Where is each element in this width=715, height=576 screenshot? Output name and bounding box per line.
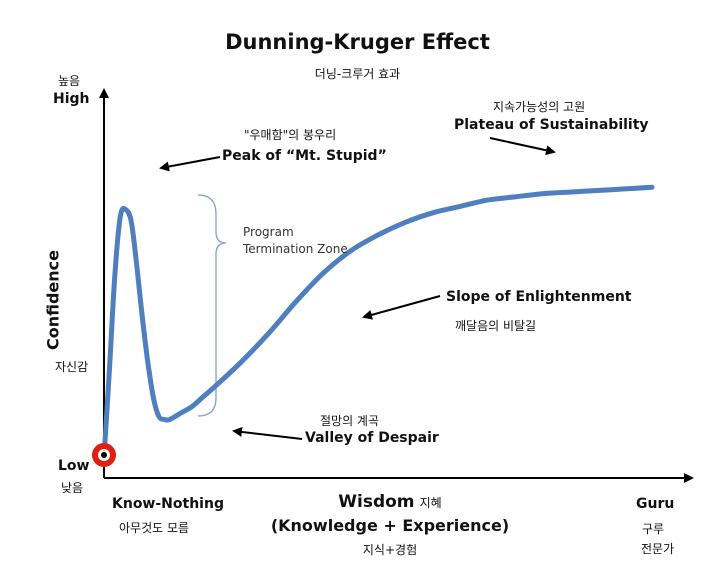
slope-label: Slope of Enlightenment — [446, 289, 632, 305]
y-axis-title-ko: 자신감 — [55, 360, 89, 374]
termination-zone-label-2: Termination Zone — [243, 242, 348, 256]
x-start-ko-label: 아무것도 모름 — [119, 521, 190, 535]
x-start-label: Know-Nothing — [112, 496, 224, 512]
peak-arrow — [159, 156, 221, 172]
x-axis-title-row: Wisdom 지혜 — [250, 492, 530, 512]
valley-ko-label: 절망의 계곡 — [320, 414, 380, 428]
valley-label: Valley of Despair — [305, 430, 439, 446]
x-end-ko-label-2: 전문가 — [641, 542, 675, 556]
chart-title: Dunning-Kruger Effect — [225, 30, 490, 54]
x-axis-title-line2-ko: 지식+경험 — [362, 543, 418, 557]
y-axis-title: Confidence — [43, 249, 63, 351]
slope-arrow — [362, 295, 441, 320]
y-high-label: High — [53, 91, 90, 107]
plateau-ko-label: 지속가능성의 고원 — [493, 100, 586, 114]
peak-ko-label: "우매함"의 봉우리 — [244, 128, 337, 142]
x-end-ko-label-1: 구루 — [642, 522, 665, 536]
plateau-label: Plateau of Sustainability — [454, 117, 649, 133]
x-end-label: Guru — [636, 496, 675, 512]
chart-subtitle: 더닝-크루거 효과 — [314, 67, 401, 81]
x-axis-title-ko: 지혜 — [419, 496, 442, 510]
y-high-ko-label: 높음 — [58, 74, 81, 88]
peak-label: Peak of “Mt. Stupid” — [222, 148, 387, 164]
origin-marker-center — [101, 452, 107, 458]
confidence-curve — [101, 184, 655, 461]
valley-arrow — [232, 426, 303, 440]
y-low-label: Low — [58, 458, 90, 474]
termination-zone-bracket — [197, 194, 227, 417]
x-axis-title-line2: (Knowledge + Experience) — [270, 516, 510, 535]
slope-ko-label: 깨달음의 비탈길 — [455, 319, 537, 333]
termination-zone-label-1: Program — [243, 225, 294, 239]
plateau-arrow — [489, 137, 556, 156]
y-low-ko-label: 낮음 — [61, 481, 84, 495]
x-axis-title: Wisdom — [338, 492, 415, 512]
